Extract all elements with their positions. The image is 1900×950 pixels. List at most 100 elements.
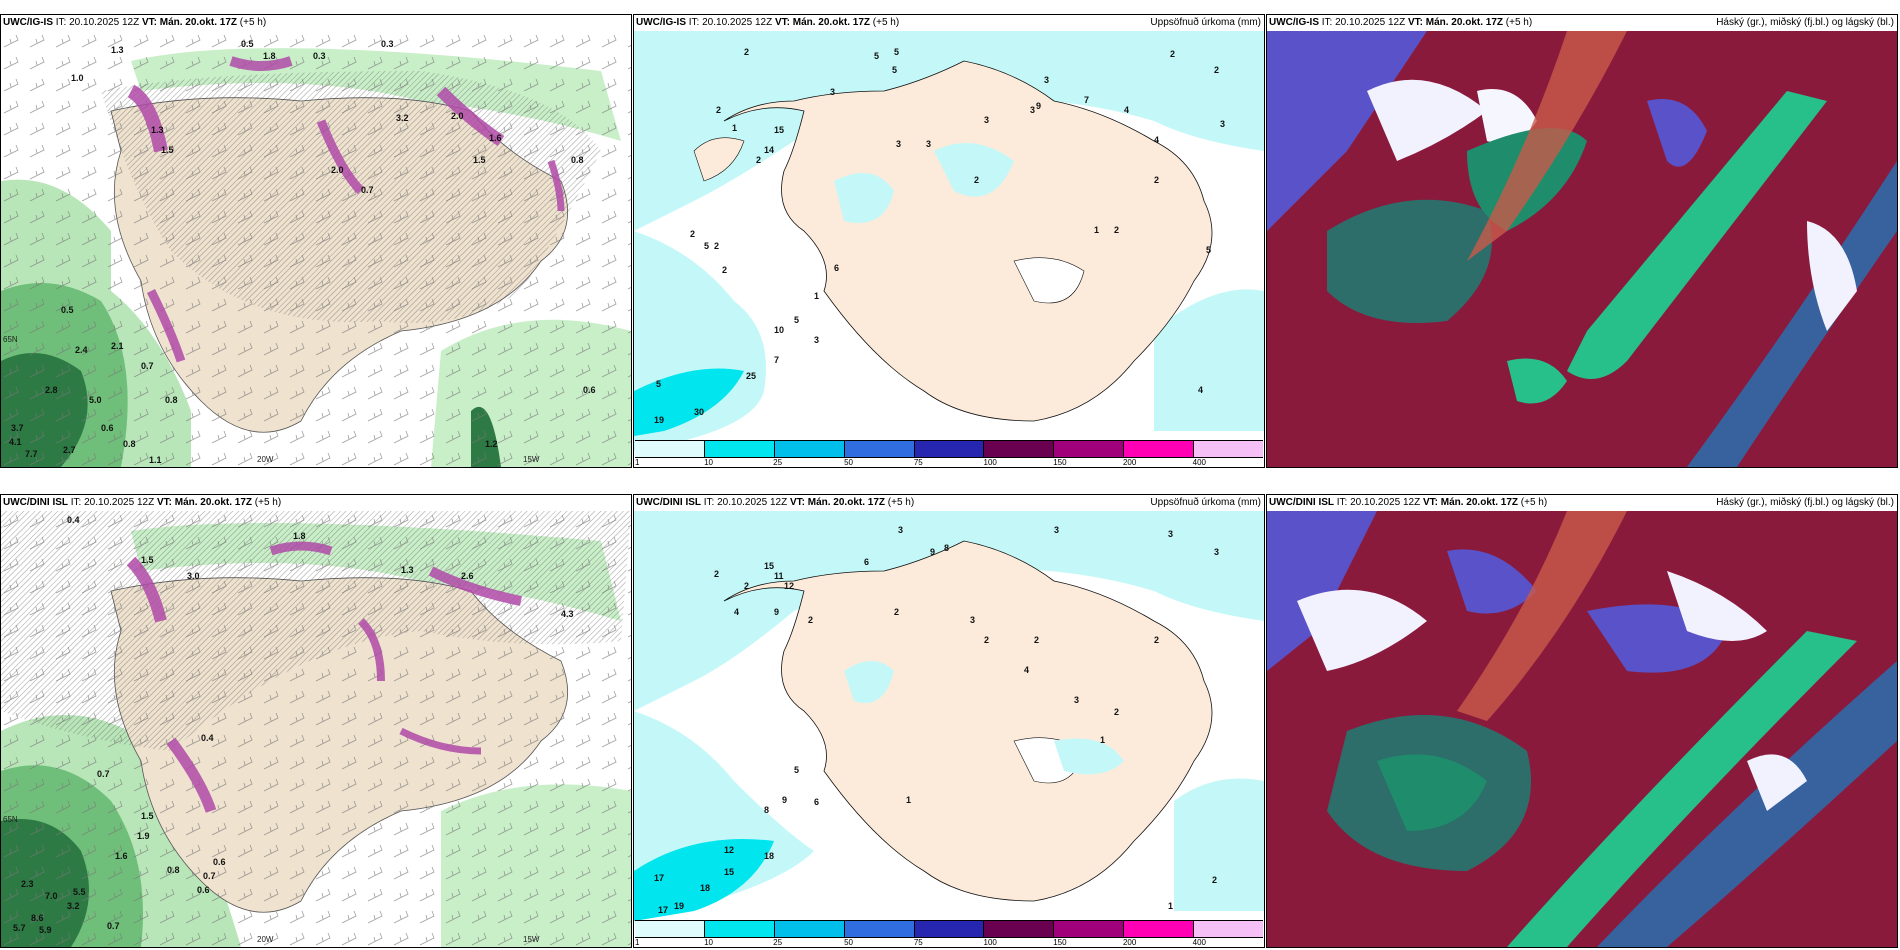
value-label: 1.5 (473, 155, 486, 165)
colorbar-tick: 200 (1122, 938, 1137, 947)
precip-label: 5 (892, 65, 898, 75)
precip-label: 3 (984, 115, 990, 125)
value-label: 1.8 (293, 531, 306, 541)
value-label: 0.6 (213, 857, 226, 867)
precip-label: 3 (898, 525, 904, 535)
colorbar-segment (914, 921, 985, 937)
precip-label: 6 (864, 557, 870, 567)
map-canvas[interactable] (1, 511, 631, 947)
panel-top-right-clouds: UWC/IG-IS IT: 20.10.2025 12Z VT: Mán. 20… (1266, 14, 1898, 468)
precip-label: 2 (714, 569, 720, 579)
colorbar-tick: 75 (913, 938, 923, 947)
value-label: 2.7 (63, 445, 76, 455)
colorbar-tick: 150 (1053, 458, 1067, 467)
value-label: 1.2 (485, 439, 498, 449)
precip-label: 9 (930, 547, 936, 557)
precip-label: 3 (1044, 75, 1050, 85)
lat-label: 65N (3, 335, 18, 344)
value-label: 0.8 (571, 155, 584, 165)
precip-label: 3 (1030, 105, 1036, 115)
precip-label: 2 (1154, 635, 1160, 645)
value-label: 1.3 (401, 565, 414, 575)
panel-top-left-map: UWC/IG-IS IT: 20.10.2025 12Z VT: Mán. 20… (0, 14, 632, 468)
precip-label: 3 (1054, 525, 1060, 535)
precip-label: 5 (894, 47, 900, 57)
map-canvas[interactable] (1, 31, 631, 467)
precip-label: 3 (970, 615, 976, 625)
value-label: 5.0 (89, 395, 102, 405)
colorbar-tick: 100 (983, 458, 997, 467)
precip-label: 15 (764, 561, 775, 571)
precip-label: 1 (1168, 901, 1174, 911)
precip-label: 9 (1036, 101, 1042, 111)
precip-label: 4 (734, 607, 740, 617)
precip-label: 7 (1084, 95, 1090, 105)
panel-bottom-left-map: UWC/DINI ISL IT: 20.10.2025 12Z VT: Mán.… (0, 494, 632, 948)
precip-label: 1 (732, 123, 738, 133)
precip-label: 8 (944, 543, 950, 553)
precip-label: 1 (1100, 735, 1106, 745)
value-label: 1.5 (161, 145, 174, 155)
precip-label: 3 (1214, 547, 1220, 557)
panel-header: UWC/IG-IS IT: 20.10.2025 12Z VT: Mán. 20… (1, 15, 631, 31)
precip-label: 2 (714, 241, 720, 251)
value-label: 1.3 (111, 45, 124, 55)
map-canvas[interactable] (634, 31, 1264, 467)
value-label: 7.0 (45, 891, 58, 901)
colorbar-tick: 50 (844, 938, 854, 947)
precip-label: 2 (1154, 175, 1160, 185)
precip-label: 19 (654, 415, 665, 425)
value-label: 5.9 (39, 925, 52, 935)
lon-label: 20W (257, 455, 274, 464)
precip-label: 19 (674, 901, 685, 911)
precip-label: 2 (894, 607, 900, 617)
precip-label: 2 (744, 581, 750, 591)
map-canvas[interactable] (634, 511, 1264, 947)
panel-header: UWC/DINI ISL IT: 20.10.2025 12Z VT: Mán.… (634, 495, 1264, 511)
precip-colorbar: 1 10 25 50 75 100 150 200 400 (635, 440, 1264, 467)
colorbar-tick: 10 (704, 938, 713, 947)
precip-label: 3 (814, 335, 820, 345)
colorbar-segment (1054, 441, 1125, 457)
colorbar-segment (635, 441, 705, 457)
value-label: 5.5 (73, 887, 86, 897)
value-label: 3.2 (396, 113, 409, 123)
value-label: 5.7 (13, 923, 26, 933)
value-label: 1.0 (71, 73, 84, 83)
precip-label: 15 (774, 125, 785, 135)
map-canvas[interactable] (1267, 31, 1897, 467)
value-label: 0.4 (201, 733, 214, 743)
value-label: 0.7 (97, 769, 110, 779)
precip-label: 2 (974, 175, 980, 185)
lat-label: 65N (3, 815, 18, 824)
colorbar-segment (704, 921, 775, 937)
value-label: 0.8 (165, 395, 178, 405)
colorbar-segment (774, 921, 845, 937)
precip-label: 12 (784, 581, 795, 591)
colorbar-tick: 25 (773, 458, 783, 467)
value-label: 1.9 (137, 831, 150, 841)
value-label: 3.0 (187, 571, 200, 581)
precip-label: 2 (690, 229, 696, 239)
precip-label: 5 (1206, 245, 1212, 255)
colorbar-segment (1124, 441, 1195, 457)
panel-header: UWC/IG-IS IT: 20.10.2025 12Z VT: Mán. 20… (1267, 15, 1897, 31)
value-label: 0.7 (361, 185, 374, 195)
value-label: 3.7 (11, 423, 24, 433)
panel-top-middle-precip: UWC/IG-IS IT: 20.10.2025 12Z VT: Mán. 20… (633, 14, 1265, 468)
colorbar-tick: 10 (704, 458, 713, 467)
value-label: 1.6 (115, 851, 128, 861)
panel-bottom-middle-precip: UWC/DINI ISL IT: 20.10.2025 12Z VT: Mán.… (633, 494, 1265, 948)
colorbar-tick: 50 (844, 458, 854, 467)
precip-label: 8 (764, 805, 770, 815)
value-label: 0.7 (141, 361, 154, 371)
panel-header: UWC/DINI ISL IT: 20.10.2025 12Z VT: Mán.… (1267, 495, 1897, 511)
precip-label: 9 (782, 795, 788, 805)
precip-label: 18 (764, 851, 775, 861)
precip-label: 4 (1124, 105, 1130, 115)
lon-label: 20W (257, 935, 274, 944)
map-canvas[interactable] (1267, 511, 1897, 947)
precip-label: 18 (700, 883, 711, 893)
value-label: 0.3 (381, 39, 394, 49)
precip-label: 2 (1034, 635, 1040, 645)
